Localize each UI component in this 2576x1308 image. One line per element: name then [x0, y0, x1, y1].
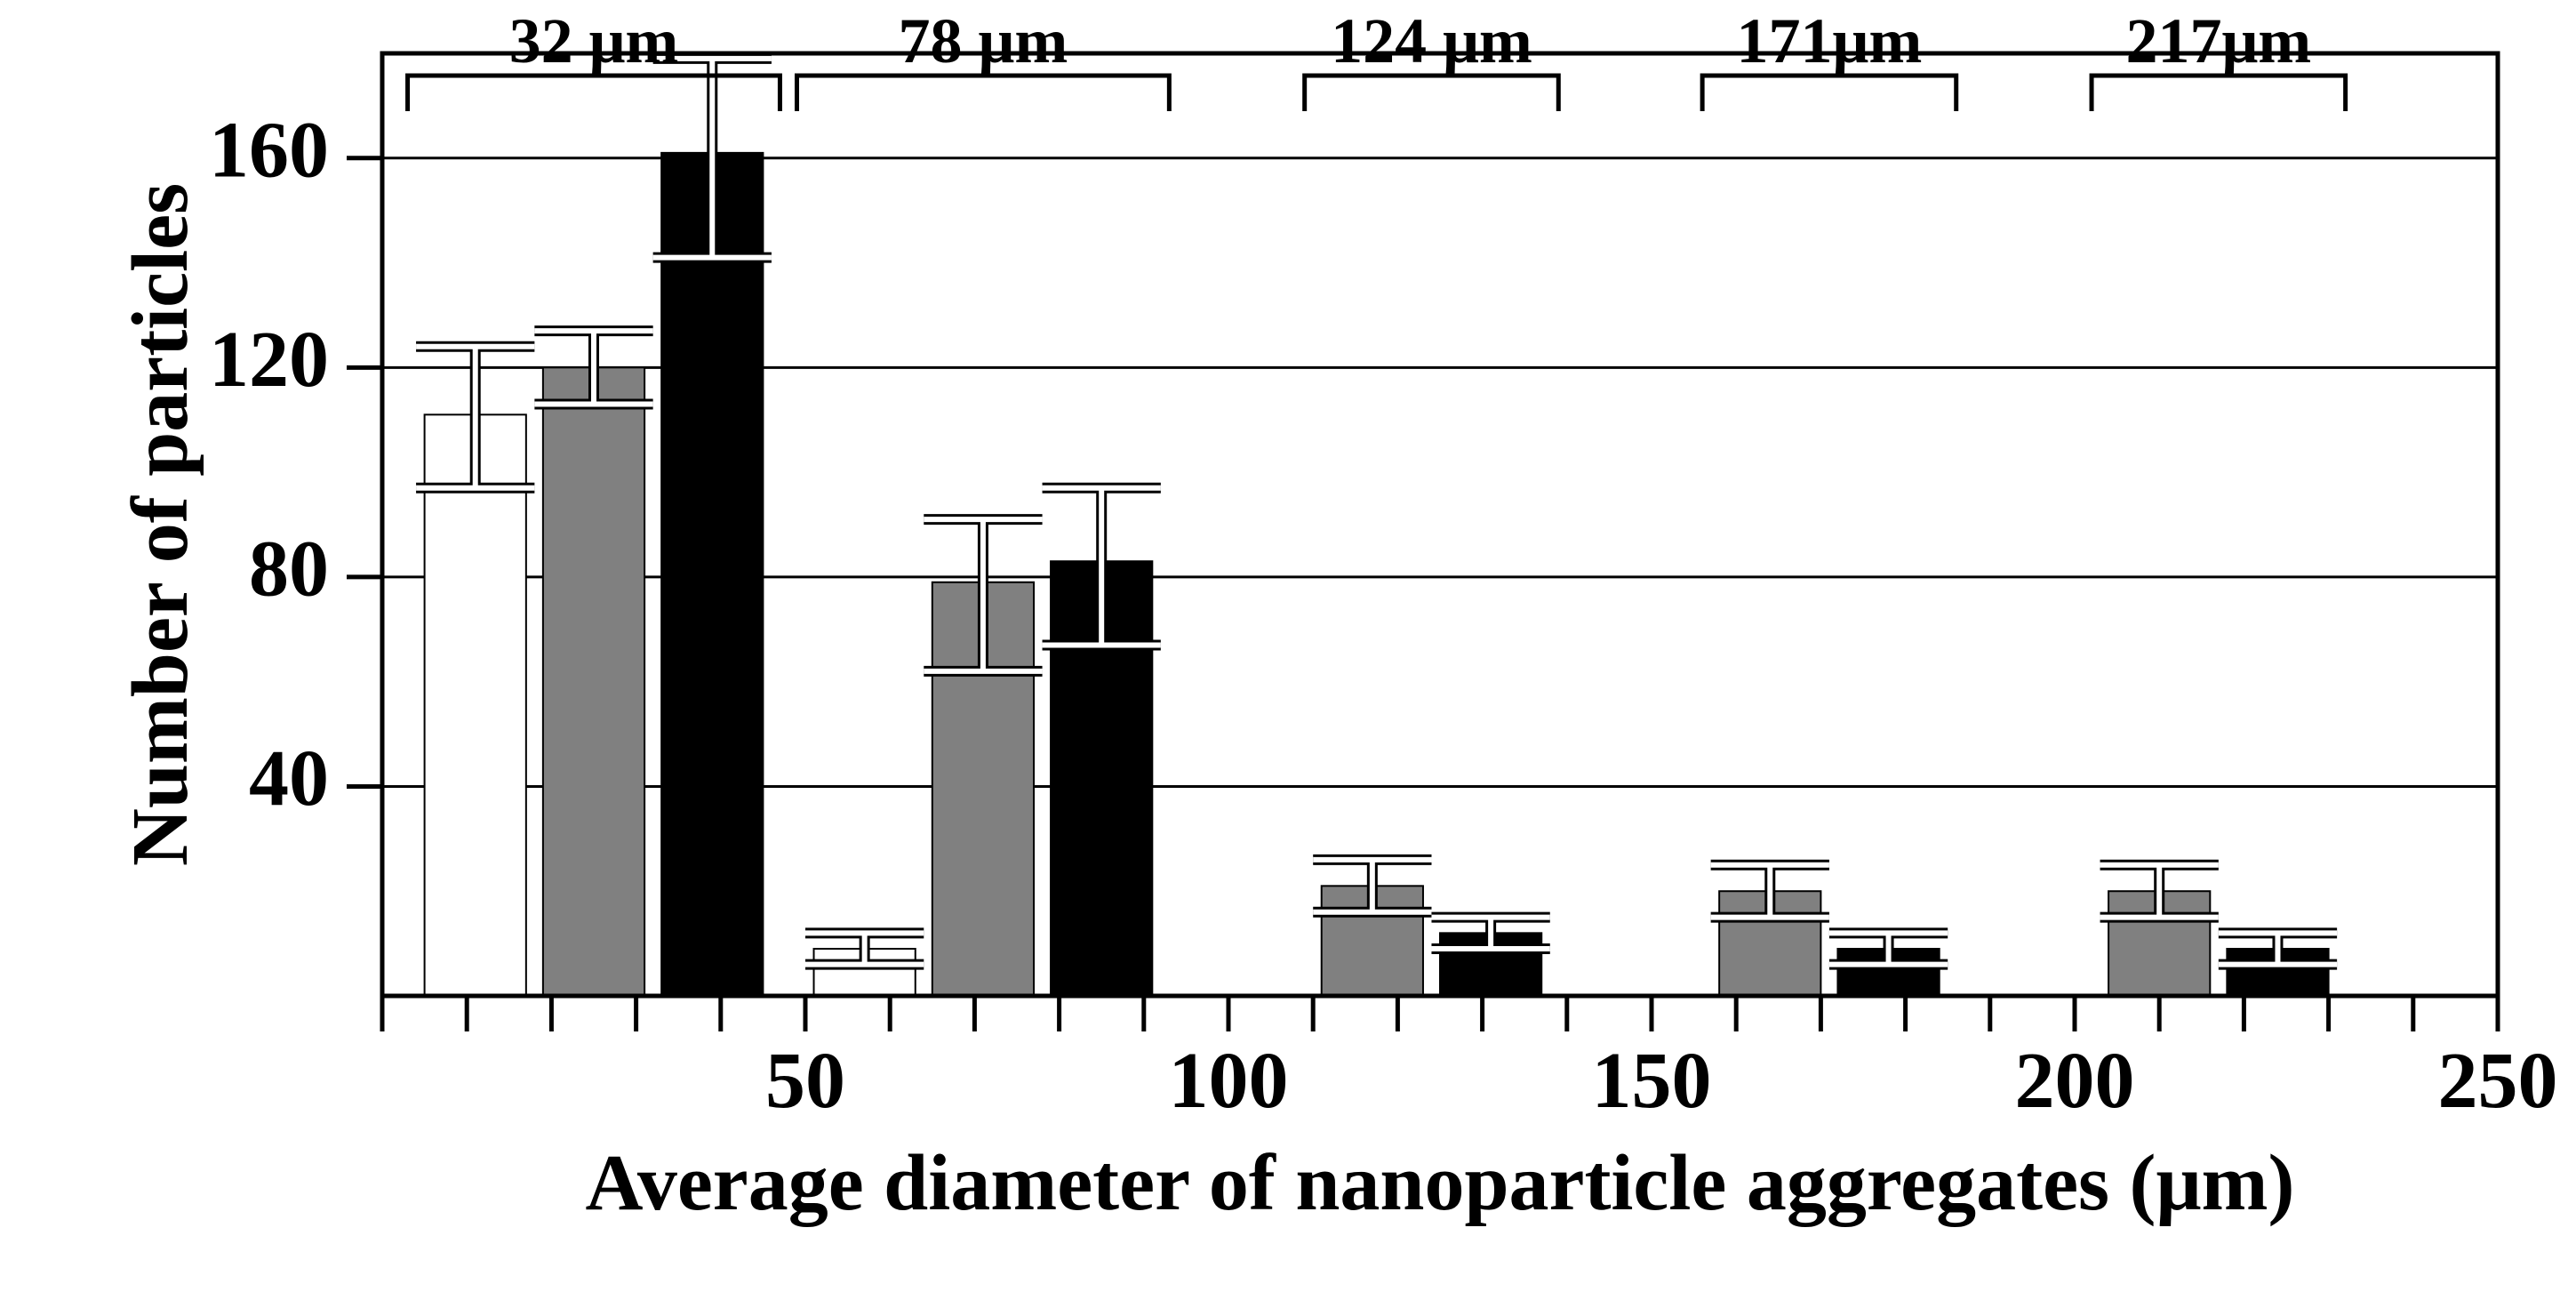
- bar-chart: 40 80 120 160Number of particles 50 100 150 200…: [0, 0, 2576, 1308]
- bar: [661, 153, 763, 996]
- y-axis-label: Number of particles: [116, 183, 204, 866]
- group-label: 217μm: [2125, 5, 2311, 76]
- chart-container: 40 80 120 160Number of particles 50 100 150 200…: [0, 0, 2576, 1308]
- y-tick-label: 160: [209, 106, 329, 194]
- y-tick-label: 80: [249, 526, 329, 614]
- group-label: 32 μm: [509, 5, 679, 76]
- x-tick-label: 250: [2438, 1037, 2558, 1125]
- x-axis-label: Average diameter of nanoparticle aggrega…: [586, 1139, 2295, 1227]
- group-label: 78 μm: [899, 5, 1068, 76]
- bar: [543, 367, 644, 996]
- x-tick-label: 100: [1169, 1037, 1289, 1125]
- group-label: 124 μm: [1331, 5, 1532, 76]
- x-tick-label: 200: [2015, 1037, 2135, 1125]
- group-label: 171μm: [1737, 5, 1923, 76]
- y-tick-label: 40: [249, 734, 329, 823]
- bar: [425, 414, 526, 996]
- y-tick-label: 120: [209, 316, 329, 404]
- x-tick-label: 50: [765, 1037, 845, 1125]
- x-tick-label: 150: [1592, 1037, 1712, 1125]
